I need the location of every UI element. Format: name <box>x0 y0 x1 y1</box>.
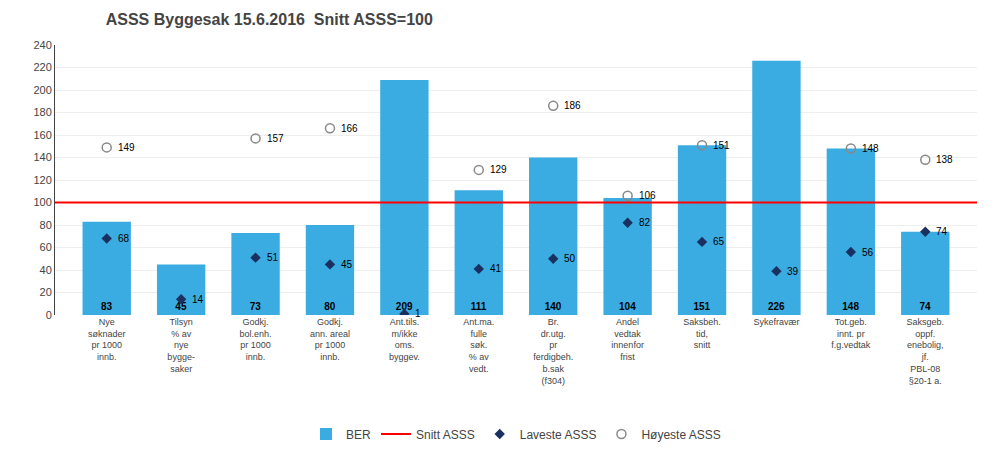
svg-text:Sykefravær: Sykefravær <box>753 317 799 327</box>
svg-text:Tot.geb.innt. prf.g.vedtak: Tot.geb.innt. prf.g.vedtak <box>831 317 871 350</box>
svg-text:Snitt ASSS: Snitt ASSS <box>416 428 475 442</box>
svg-text:129: 129 <box>490 164 507 175</box>
svg-text:220: 220 <box>33 61 51 73</box>
svg-text:41: 41 <box>490 263 502 274</box>
svg-text:BER: BER <box>346 428 371 442</box>
svg-text:151: 151 <box>693 301 710 312</box>
svg-text:ASSS Byggesak 15.6.2016 Snitt: ASSS Byggesak 15.6.2016 Snitt ASSS=100 <box>106 11 433 28</box>
svg-text:80: 80 <box>324 301 336 312</box>
svg-text:149: 149 <box>118 142 135 153</box>
svg-text:151: 151 <box>713 140 730 151</box>
svg-text:104: 104 <box>619 301 636 312</box>
svg-text:Ant.tils.m/ikkeoms.byggev.: Ant.tils.m/ikkeoms.byggev. <box>389 317 420 362</box>
svg-text:111: 111 <box>471 301 487 312</box>
svg-text:Ant.ma.fullesøk.% avvedt.: Ant.ma.fullesøk.% avvedt. <box>463 317 494 374</box>
svg-text:Br.dr.utg.prferdigbeh.b.sak(f3: Br.dr.utg.prferdigbeh.b.sak(f304) <box>533 317 573 386</box>
svg-text:200: 200 <box>33 84 51 96</box>
svg-text:209: 209 <box>396 301 413 312</box>
svg-text:100: 100 <box>33 196 51 208</box>
svg-text:65: 65 <box>713 236 725 247</box>
svg-text:20: 20 <box>40 286 52 298</box>
svg-text:51: 51 <box>267 252 279 263</box>
svg-text:Tilsyn% avnyebygge-saker: Tilsyn% avnyebygge-saker <box>167 317 195 374</box>
svg-text:Godkj.bol.enh.pr 1000innb.: Godkj.bol.enh.pr 1000innb. <box>240 317 272 362</box>
svg-text:157: 157 <box>267 133 284 144</box>
svg-text:56: 56 <box>862 247 874 258</box>
svg-text:Laveste ASSS: Laveste ASSS <box>520 428 597 442</box>
svg-text:106: 106 <box>639 190 656 201</box>
svg-text:Andelvedtakinnenforfrist: Andelvedtakinnenforfrist <box>611 317 644 362</box>
svg-text:226: 226 <box>768 301 785 312</box>
svg-text:45: 45 <box>341 259 353 270</box>
svg-text:68: 68 <box>118 233 130 244</box>
svg-text:74: 74 <box>919 301 931 312</box>
svg-text:80: 80 <box>40 219 52 231</box>
svg-text:83: 83 <box>101 301 113 312</box>
svg-text:186: 186 <box>564 100 581 111</box>
svg-text:Godkj.ann. arealpr 1000innb.: Godkj.ann. arealpr 1000innb. <box>310 317 350 362</box>
svg-text:140: 140 <box>545 301 562 312</box>
svg-text:73: 73 <box>250 301 262 312</box>
svg-text:166: 166 <box>341 123 358 134</box>
svg-text:60: 60 <box>40 241 52 253</box>
svg-text:45: 45 <box>175 301 187 312</box>
svg-text:14: 14 <box>192 294 204 305</box>
svg-text:Nyesøknaderpr 1000innb.: Nyesøknaderpr 1000innb. <box>88 317 126 362</box>
svg-text:Høyeste ASSS: Høyeste ASSS <box>641 428 720 442</box>
svg-text:160: 160 <box>33 129 51 141</box>
svg-text:39: 39 <box>787 266 799 277</box>
svg-text:240: 240 <box>33 39 51 51</box>
svg-text:82: 82 <box>639 217 651 228</box>
svg-text:148: 148 <box>862 143 879 154</box>
svg-text:148: 148 <box>842 301 859 312</box>
svg-text:Saksgeb.oppf.enebolig,jf.PBL-0: Saksgeb.oppf.enebolig,jf.PBL-08§20-1 a. <box>907 317 945 386</box>
svg-text:0: 0 <box>46 309 52 321</box>
svg-text:Saksbeh.tid,snitt: Saksbeh.tid,snitt <box>683 317 721 350</box>
svg-text:120: 120 <box>33 174 51 186</box>
svg-text:40: 40 <box>40 264 52 276</box>
svg-text:74: 74 <box>936 226 948 237</box>
svg-text:1: 1 <box>415 308 421 319</box>
svg-text:180: 180 <box>33 106 51 118</box>
svg-text:138: 138 <box>936 154 953 165</box>
svg-text:140: 140 <box>33 151 51 163</box>
svg-text:50: 50 <box>564 253 576 264</box>
